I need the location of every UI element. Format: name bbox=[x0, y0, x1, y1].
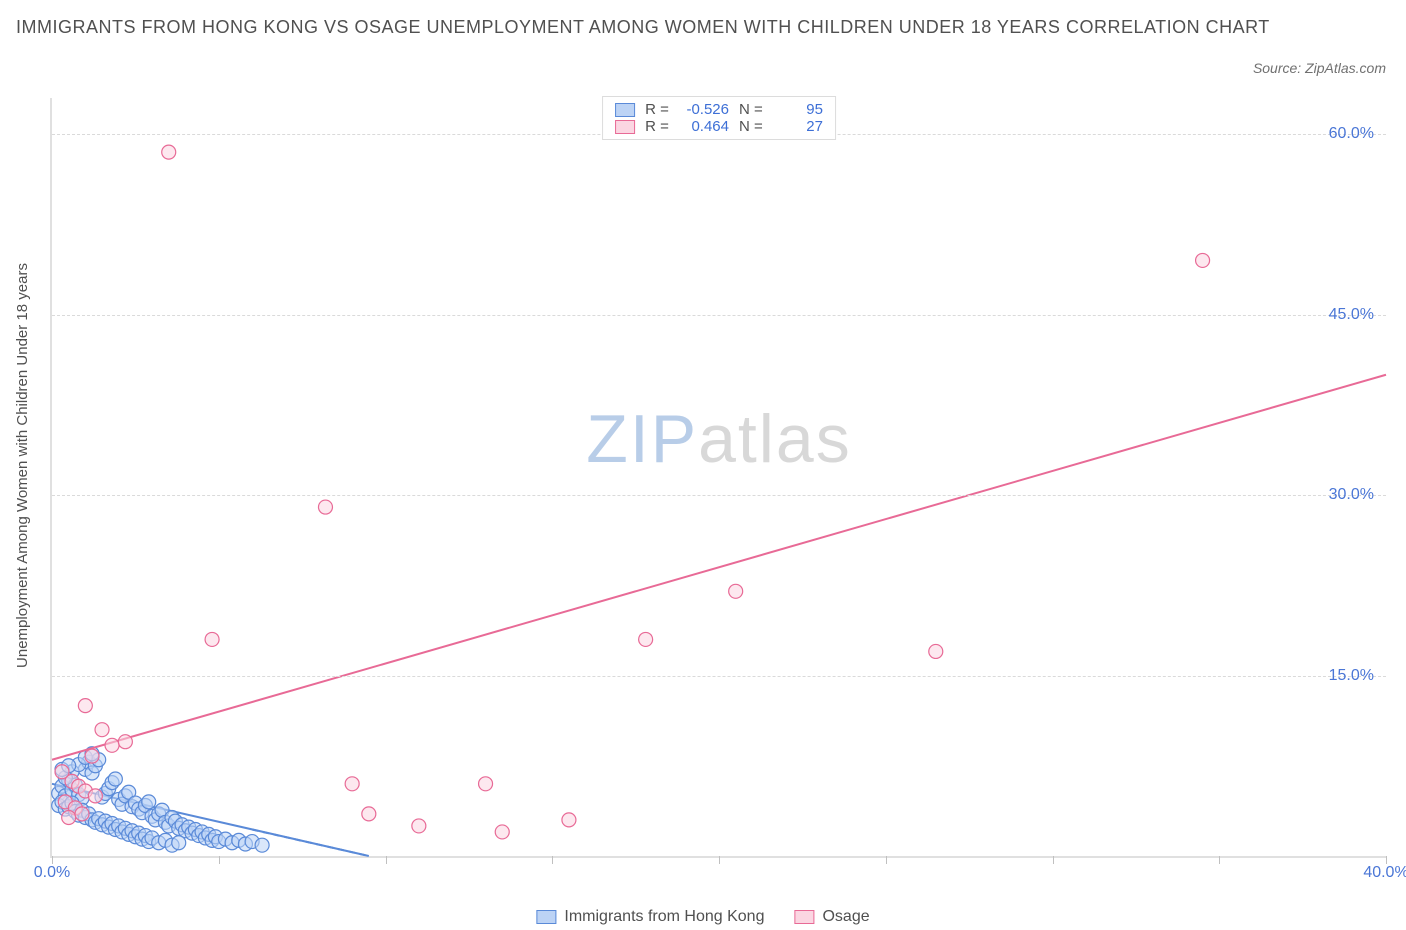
data-point-osage bbox=[729, 584, 743, 598]
data-point-osage bbox=[105, 738, 119, 752]
x-tick bbox=[52, 856, 53, 864]
data-point-osage bbox=[412, 819, 426, 833]
data-point-osage bbox=[75, 807, 89, 821]
legend-label-osage: Osage bbox=[822, 908, 869, 926]
x-tick bbox=[219, 856, 220, 864]
gridline bbox=[52, 676, 1386, 677]
x-tick bbox=[886, 856, 887, 864]
n-label-2: N = bbox=[739, 118, 763, 135]
data-point-osage bbox=[62, 810, 76, 824]
n-value-osage: 27 bbox=[767, 118, 823, 135]
y-tick-label: 30.0% bbox=[1329, 486, 1374, 504]
x-tick bbox=[552, 856, 553, 864]
legend-item-hk: Immigrants from Hong Kong bbox=[536, 908, 764, 926]
data-point-osage bbox=[929, 644, 943, 658]
x-tick bbox=[1219, 856, 1220, 864]
y-axis-label-container: Unemployment Among Women with Children U… bbox=[10, 0, 34, 930]
gridline bbox=[52, 315, 1386, 316]
r-value-hk: -0.526 bbox=[673, 101, 729, 118]
data-point-osage bbox=[85, 749, 99, 763]
plot-svg bbox=[52, 98, 1386, 856]
stats-legend-row-osage: R = 0.464 N = 27 bbox=[615, 118, 823, 135]
stats-legend-row-hk: R = -0.526 N = 95 bbox=[615, 101, 823, 118]
data-point-hk bbox=[108, 772, 122, 786]
legend-label-hk: Immigrants from Hong Kong bbox=[564, 908, 764, 926]
data-point-osage bbox=[495, 825, 509, 839]
x-tick bbox=[1053, 856, 1054, 864]
data-point-osage bbox=[78, 699, 92, 713]
legend-swatch-hk-icon bbox=[536, 910, 556, 924]
data-point-osage bbox=[95, 723, 109, 737]
legend-item-osage: Osage bbox=[794, 908, 869, 926]
data-point-osage bbox=[639, 632, 653, 646]
chart-title: IMMIGRANTS FROM HONG KONG VS OSAGE UNEMP… bbox=[16, 14, 1286, 41]
stats-legend: R = -0.526 N = 95 R = 0.464 N = 27 bbox=[602, 96, 836, 140]
data-point-osage bbox=[118, 735, 132, 749]
n-label: N = bbox=[739, 101, 763, 118]
data-point-osage bbox=[55, 765, 69, 779]
data-point-osage bbox=[345, 777, 359, 791]
data-point-hk bbox=[142, 795, 156, 809]
trend-line-osage bbox=[52, 375, 1386, 760]
source-attribution: Source: ZipAtlas.com bbox=[1253, 60, 1386, 76]
r-label: R = bbox=[645, 101, 669, 118]
y-tick-label: 45.0% bbox=[1329, 306, 1374, 324]
r-label-2: R = bbox=[645, 118, 669, 135]
swatch-hk-icon bbox=[615, 103, 635, 117]
data-point-hk bbox=[172, 836, 186, 850]
swatch-osage-icon bbox=[615, 120, 635, 134]
x-tick-label: 0.0% bbox=[34, 864, 70, 882]
data-point-osage bbox=[88, 789, 102, 803]
data-point-osage bbox=[1196, 253, 1210, 267]
data-point-osage bbox=[318, 500, 332, 514]
y-tick-label: 60.0% bbox=[1329, 125, 1374, 143]
legend-swatch-osage-icon bbox=[794, 910, 814, 924]
data-point-osage bbox=[162, 145, 176, 159]
x-tick bbox=[719, 856, 720, 864]
y-tick-label: 15.0% bbox=[1329, 667, 1374, 685]
series-legend: Immigrants from Hong Kong Osage bbox=[536, 908, 869, 926]
plot-area: ZIPatlas R = -0.526 N = 95 R = 0.464 N =… bbox=[50, 98, 1386, 858]
x-tick bbox=[386, 856, 387, 864]
data-point-hk bbox=[255, 838, 269, 852]
data-point-osage bbox=[562, 813, 576, 827]
data-point-osage bbox=[479, 777, 493, 791]
chart-container: IMMIGRANTS FROM HONG KONG VS OSAGE UNEMP… bbox=[0, 0, 1406, 930]
data-point-osage bbox=[205, 632, 219, 646]
r-value-osage: 0.464 bbox=[673, 118, 729, 135]
gridline bbox=[52, 495, 1386, 496]
x-tick-label: 40.0% bbox=[1363, 864, 1406, 882]
x-tick bbox=[1386, 856, 1387, 864]
data-point-osage bbox=[362, 807, 376, 821]
n-value-hk: 95 bbox=[767, 101, 823, 118]
y-axis-label: Unemployment Among Women with Children U… bbox=[14, 263, 31, 668]
